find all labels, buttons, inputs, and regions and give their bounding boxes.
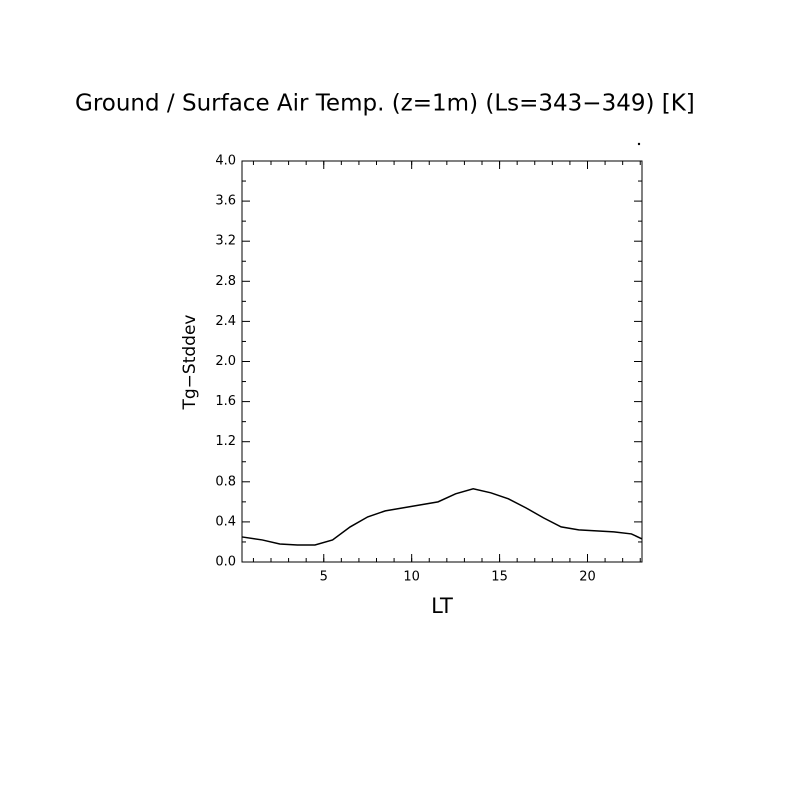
chart-title: Ground / Surface Air Temp. (z=1m) (Ls=34… bbox=[75, 91, 695, 117]
x-tick-label: 5 bbox=[320, 570, 328, 585]
x-axis-label: LT bbox=[431, 594, 453, 618]
x-tick-label: 20 bbox=[579, 570, 596, 585]
plot-frame bbox=[241, 160, 643, 563]
y-tick-label: 1.2 bbox=[215, 434, 236, 449]
y-tick-label: 2.4 bbox=[215, 314, 236, 329]
y-tick-label: 0.0 bbox=[215, 555, 236, 570]
y-tick-label: 2.0 bbox=[215, 354, 236, 369]
x-tick-label: 10 bbox=[403, 570, 420, 585]
line bbox=[241, 488, 643, 546]
y-tick-label: 3.2 bbox=[215, 234, 236, 249]
y-tick-label: 1.6 bbox=[215, 394, 236, 409]
y-tick-label: 0.4 bbox=[215, 514, 236, 529]
y-tick-label: 2.8 bbox=[215, 274, 236, 289]
y-tick-label: 4.0 bbox=[215, 154, 236, 169]
x-tick-label: 15 bbox=[491, 570, 508, 585]
y-axis-label: Tg−Stddev bbox=[180, 315, 200, 411]
dot bbox=[637, 142, 641, 146]
y-tick-label: 3.6 bbox=[215, 194, 236, 209]
y-tick-label: 0.8 bbox=[215, 474, 236, 489]
